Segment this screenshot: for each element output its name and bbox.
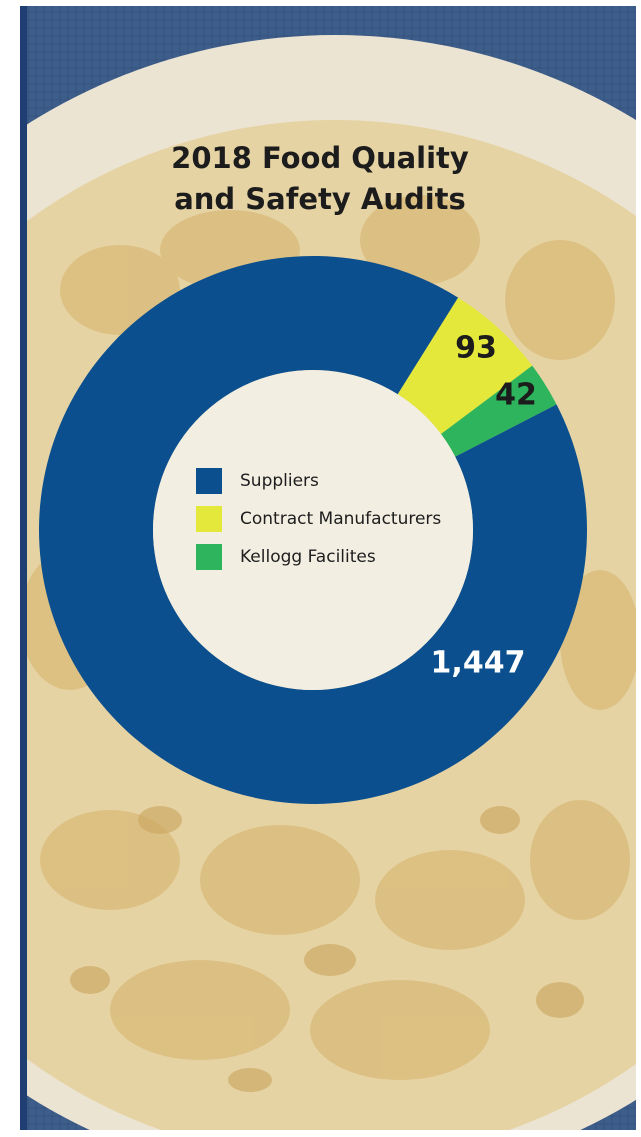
legend-swatch: [196, 506, 222, 532]
donut-segment: [397, 297, 533, 435]
donut-segment: [39, 256, 588, 805]
legend-label: Suppliers: [240, 471, 319, 491]
data-label: 1,447: [431, 646, 526, 681]
data-label: 93: [455, 331, 497, 366]
donut-hole: [153, 370, 473, 690]
donut: 1,447 Suppliers 93 Contract Manufacturers 42…: [39, 256, 588, 805]
legend-label: Kellogg Facilites: [240, 547, 376, 567]
donut-segment: [441, 365, 557, 457]
data-label: 42: [495, 378, 537, 413]
side-stripe: [20, 6, 27, 1130]
legend-swatch: [196, 468, 222, 494]
legend-swatch: [196, 544, 222, 570]
chart-title: 2018 Food Quality and Safety Audits: [171, 141, 469, 216]
legend-label: Contract Manufacturers: [240, 509, 441, 529]
